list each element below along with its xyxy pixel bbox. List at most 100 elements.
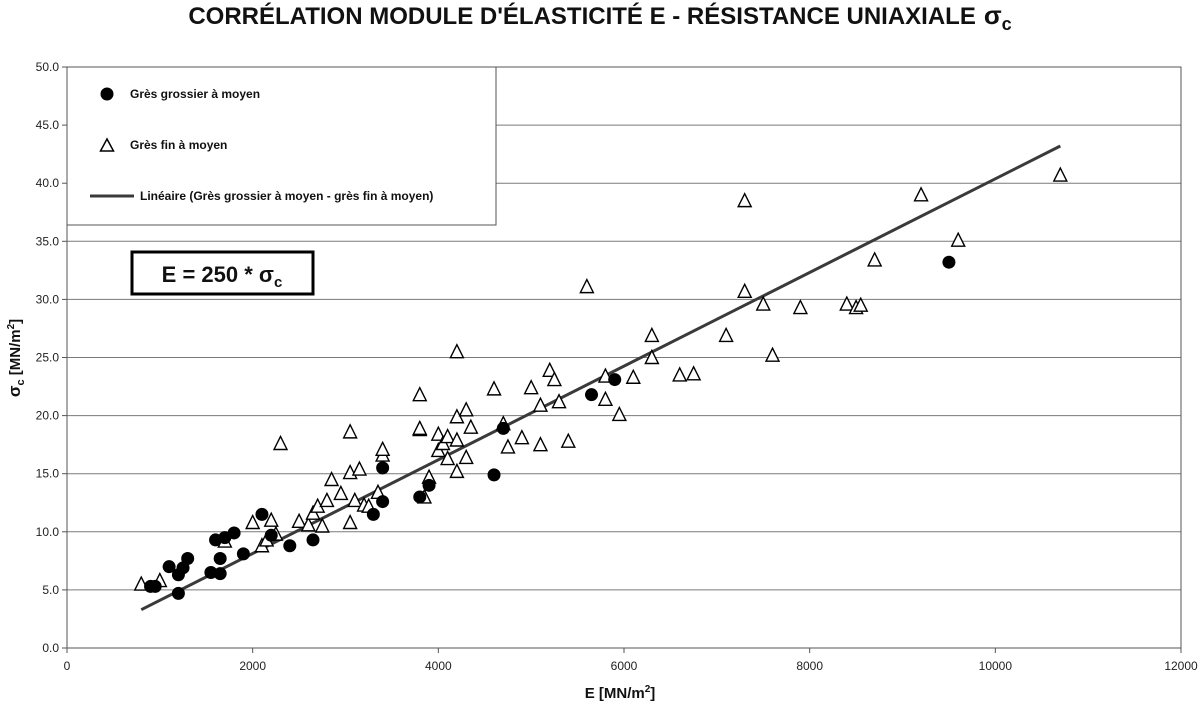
point-coarse-circle <box>181 552 195 566</box>
point-fine-triangle <box>579 278 595 294</box>
point-fine-triangle <box>263 511 279 527</box>
legend-marker-triangle <box>99 137 115 152</box>
y-tick-label: 40.0 <box>36 176 60 190</box>
point-coarse-circle <box>585 388 599 402</box>
x-tick-label: 2000 <box>239 659 266 673</box>
point-fine-triangle <box>272 434 289 451</box>
chart-title: CORRÉLATION MODULE D'ÉLASTICITÉ E - RÉSI… <box>188 0 1011 34</box>
point-coarse-circle <box>283 539 297 553</box>
point-fine-triangle <box>449 343 465 359</box>
point-coarse-circle <box>376 461 390 475</box>
point-fine-triangle <box>486 380 502 396</box>
point-fine-triangle <box>412 419 428 436</box>
y-tick-label: 35.0 <box>36 234 60 248</box>
legend-label-coarse: Grès grossier à moyen <box>130 87 260 101</box>
point-coarse-circle <box>422 478 436 492</box>
point-fine-triangle <box>351 460 368 476</box>
point-fine-triangle <box>532 436 549 452</box>
point-fine-triangle <box>458 448 474 465</box>
equation-text: E = 250 * σc <box>162 262 283 291</box>
legend: Grès grossier à moyen Grès fin à moyen L… <box>66 66 497 226</box>
point-fine-triangle <box>412 386 428 402</box>
point-fine-triangle <box>500 438 516 454</box>
point-fine-triangle <box>314 517 330 533</box>
point-coarse-circle <box>413 490 427 504</box>
legend-box <box>66 66 497 226</box>
point-fine-triangle <box>347 491 363 508</box>
point-fine-triangle <box>755 295 771 311</box>
point-coarse-circle <box>162 560 176 574</box>
data-points <box>133 166 1068 600</box>
x-tick-label: 4000 <box>425 659 452 673</box>
point-coarse-circle <box>255 507 269 521</box>
x-axis-label: E [MN/m2] <box>585 684 656 702</box>
x-tick-label: 12000 <box>1164 659 1198 673</box>
y-tick-label: 30.0 <box>36 292 60 306</box>
x-axis-label-text: E [MN/m <box>585 685 645 702</box>
x-tick-label: 6000 <box>611 659 638 673</box>
point-coarse-circle <box>306 533 320 547</box>
point-fine-triangle <box>439 450 456 466</box>
point-fine-triangle <box>1052 166 1068 182</box>
point-fine-triangle <box>792 298 809 315</box>
point-coarse-circle <box>366 507 380 521</box>
point-fine-triangle <box>439 427 456 444</box>
point-fine-triangle <box>672 366 688 382</box>
legend-marker-circle <box>100 87 114 101</box>
point-fine-triangle <box>342 423 358 439</box>
point-fine-triangle <box>737 192 753 208</box>
legend-label-trend: Linéaire (Grès grossier à moyen - grès f… <box>140 189 433 203</box>
point-fine-triangle <box>542 361 558 377</box>
point-fine-triangle <box>950 231 966 247</box>
point-fine-triangle <box>560 432 576 448</box>
y-axis-label-end: ] <box>7 319 24 324</box>
y-axis-label-text: [MN/m <box>7 329 24 379</box>
y-axis-label-sup: 2 <box>6 323 17 329</box>
point-fine-triangle <box>625 368 641 384</box>
y-axis-label-sub: c <box>15 379 27 385</box>
point-fine-triangle <box>523 379 539 395</box>
equation-sub: c <box>274 274 282 291</box>
point-coarse-circle <box>942 255 956 269</box>
point-coarse-circle <box>236 547 250 561</box>
equation-box: E = 250 * σc <box>130 250 315 296</box>
y-tick-label: 0.0 <box>42 641 59 655</box>
point-fine-triangle <box>430 425 446 441</box>
title-text: CORRÉLATION MODULE D'ÉLASTICITÉ E - RÉSI… <box>188 2 976 30</box>
y-tick-label: 25.0 <box>36 351 60 365</box>
point-fine-triangle <box>853 296 869 312</box>
point-fine-triangle <box>718 326 734 343</box>
y-axis-label: σc [MN/m2] <box>5 319 27 397</box>
y-tick-label: 50.0 <box>36 60 60 74</box>
point-fine-triangle <box>291 512 307 529</box>
point-fine-triangle <box>333 484 349 501</box>
point-coarse-circle <box>487 468 501 482</box>
point-coarse-circle <box>496 421 510 435</box>
y-tick-label: 5.0 <box>42 583 59 597</box>
gridlines <box>67 124 1181 591</box>
point-fine-triangle <box>532 396 549 412</box>
point-fine-triangle <box>342 513 358 530</box>
point-fine-triangle <box>300 516 316 532</box>
point-coarse-circle <box>608 373 622 387</box>
equation-frame <box>130 250 315 296</box>
x-tick-label: 0 <box>64 659 71 673</box>
title-symbol-sub: c <box>1002 14 1012 34</box>
point-fine-triangle <box>449 462 465 479</box>
x-axis-label-end: ] <box>650 685 655 702</box>
point-fine-triangle <box>597 390 614 407</box>
point-fine-triangle <box>551 393 567 409</box>
y-tick-label: 15.0 <box>36 467 60 481</box>
y-tick-label: 45.0 <box>36 118 60 132</box>
x-axis-label-sup: 2 <box>645 684 651 695</box>
point-coarse-circle <box>264 528 278 542</box>
title-symbol: σ <box>984 0 1002 30</box>
y-tick-label: 20.0 <box>36 409 60 423</box>
point-fine-triangle <box>644 326 660 343</box>
point-fine-triangle <box>546 371 563 387</box>
point-fine-triangle <box>449 431 465 447</box>
point-fine-triangle <box>764 346 781 362</box>
x-tick-label: 10000 <box>979 659 1013 673</box>
y-axis-label-symbol: σ <box>5 385 24 397</box>
